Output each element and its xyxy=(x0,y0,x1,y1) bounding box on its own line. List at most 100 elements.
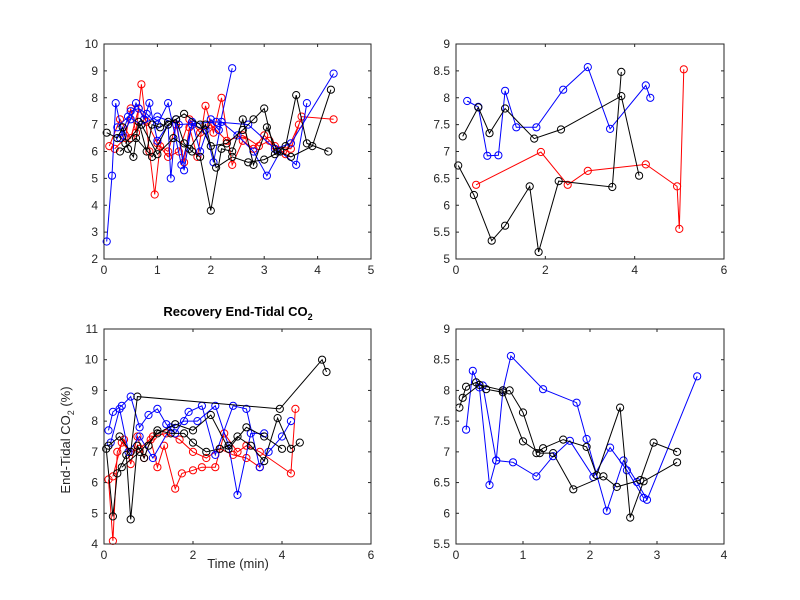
data-point xyxy=(617,92,626,101)
data-point xyxy=(318,355,327,364)
data-point xyxy=(501,221,510,230)
data-point xyxy=(180,166,189,175)
data-point xyxy=(639,493,648,502)
data-point xyxy=(606,124,615,133)
data-point xyxy=(673,182,682,191)
data-point xyxy=(222,139,231,148)
data-point xyxy=(474,103,483,112)
data-point xyxy=(133,392,142,401)
data-point xyxy=(164,147,173,156)
data-point xyxy=(485,480,494,490)
data-point xyxy=(277,444,287,453)
data-point xyxy=(228,160,237,169)
data-point xyxy=(281,142,290,151)
x-tick-label: 2 xyxy=(587,548,594,562)
data-point xyxy=(104,441,113,450)
series-line xyxy=(465,354,698,513)
data-point xyxy=(276,147,285,156)
y-tick-label: 5.5 xyxy=(433,225,450,239)
x-tick-label: 1 xyxy=(154,263,161,277)
chart-title: Recovery End-Tidal CO2 xyxy=(163,304,312,322)
data-point xyxy=(302,139,311,148)
data-point xyxy=(215,444,224,453)
data-point xyxy=(129,152,138,161)
data-point xyxy=(113,123,122,132)
x-tick-label: 0 xyxy=(453,548,460,562)
data-point xyxy=(229,450,238,459)
series-0 xyxy=(462,351,702,515)
data-point xyxy=(171,484,180,493)
data-point xyxy=(286,444,295,453)
data-point xyxy=(142,147,151,156)
data-point xyxy=(153,429,162,438)
data-point xyxy=(122,450,131,459)
data-point xyxy=(110,144,119,153)
y-tick-label: 5.5 xyxy=(433,537,450,551)
data-point xyxy=(153,136,162,145)
data-point xyxy=(498,386,507,395)
data-point xyxy=(530,134,539,143)
x-tick-label: 0 xyxy=(453,263,460,277)
data-point xyxy=(260,155,269,164)
data-point xyxy=(144,410,153,420)
data-point xyxy=(142,109,151,119)
data-point xyxy=(641,81,650,90)
x-tick-label: 4 xyxy=(721,548,728,562)
x-tick-label: 3 xyxy=(654,548,661,562)
y-tick-label: 6 xyxy=(443,198,450,212)
data-point xyxy=(145,99,154,108)
data-point xyxy=(188,120,197,129)
data-point xyxy=(175,435,184,444)
data-point xyxy=(135,423,144,432)
data-point xyxy=(635,171,644,180)
y-tick-label: 9 xyxy=(443,37,450,51)
data-point xyxy=(113,134,122,143)
y-tick-label: 2 xyxy=(91,252,98,266)
data-point xyxy=(156,123,165,132)
data-point xyxy=(494,151,503,160)
data-point xyxy=(137,80,146,89)
data-point xyxy=(188,447,198,456)
data-point xyxy=(153,404,162,413)
data-point xyxy=(244,158,253,167)
data-point xyxy=(646,93,655,102)
data-point xyxy=(121,139,130,148)
data-point xyxy=(156,142,165,151)
series-2 xyxy=(102,64,237,246)
data-point xyxy=(281,150,290,159)
data-point xyxy=(196,120,205,129)
y-tick-label: 9 xyxy=(91,64,98,78)
data-point xyxy=(233,490,242,499)
data-point xyxy=(206,206,215,215)
data-point xyxy=(212,163,221,172)
series-6 xyxy=(117,410,287,472)
data-point xyxy=(482,385,491,394)
y-tick-label: 7.5 xyxy=(433,414,450,428)
y-tick-label: 6.5 xyxy=(433,476,450,490)
data-point xyxy=(539,385,548,394)
data-point xyxy=(164,120,173,129)
data-point xyxy=(135,447,144,456)
data-point xyxy=(559,435,568,444)
data-point xyxy=(249,115,258,124)
data-point xyxy=(131,99,141,108)
data-point xyxy=(326,85,335,94)
x-tick-label: 6 xyxy=(368,548,375,562)
data-point xyxy=(126,447,135,456)
data-point xyxy=(295,438,304,447)
y-tick-label: 6.5 xyxy=(433,171,450,185)
data-point xyxy=(454,161,463,170)
data-point xyxy=(102,128,111,137)
y-tick-label: 4 xyxy=(91,537,98,551)
data-point xyxy=(238,115,247,124)
y-tick-label: 8 xyxy=(443,383,450,397)
data-point xyxy=(244,120,253,129)
series-line xyxy=(482,385,645,499)
series-4 xyxy=(102,414,304,524)
data-point xyxy=(501,86,510,95)
data-point xyxy=(636,476,645,485)
data-point xyxy=(153,112,162,121)
data-point xyxy=(462,382,471,391)
data-point xyxy=(463,96,472,106)
data-point xyxy=(134,117,143,127)
